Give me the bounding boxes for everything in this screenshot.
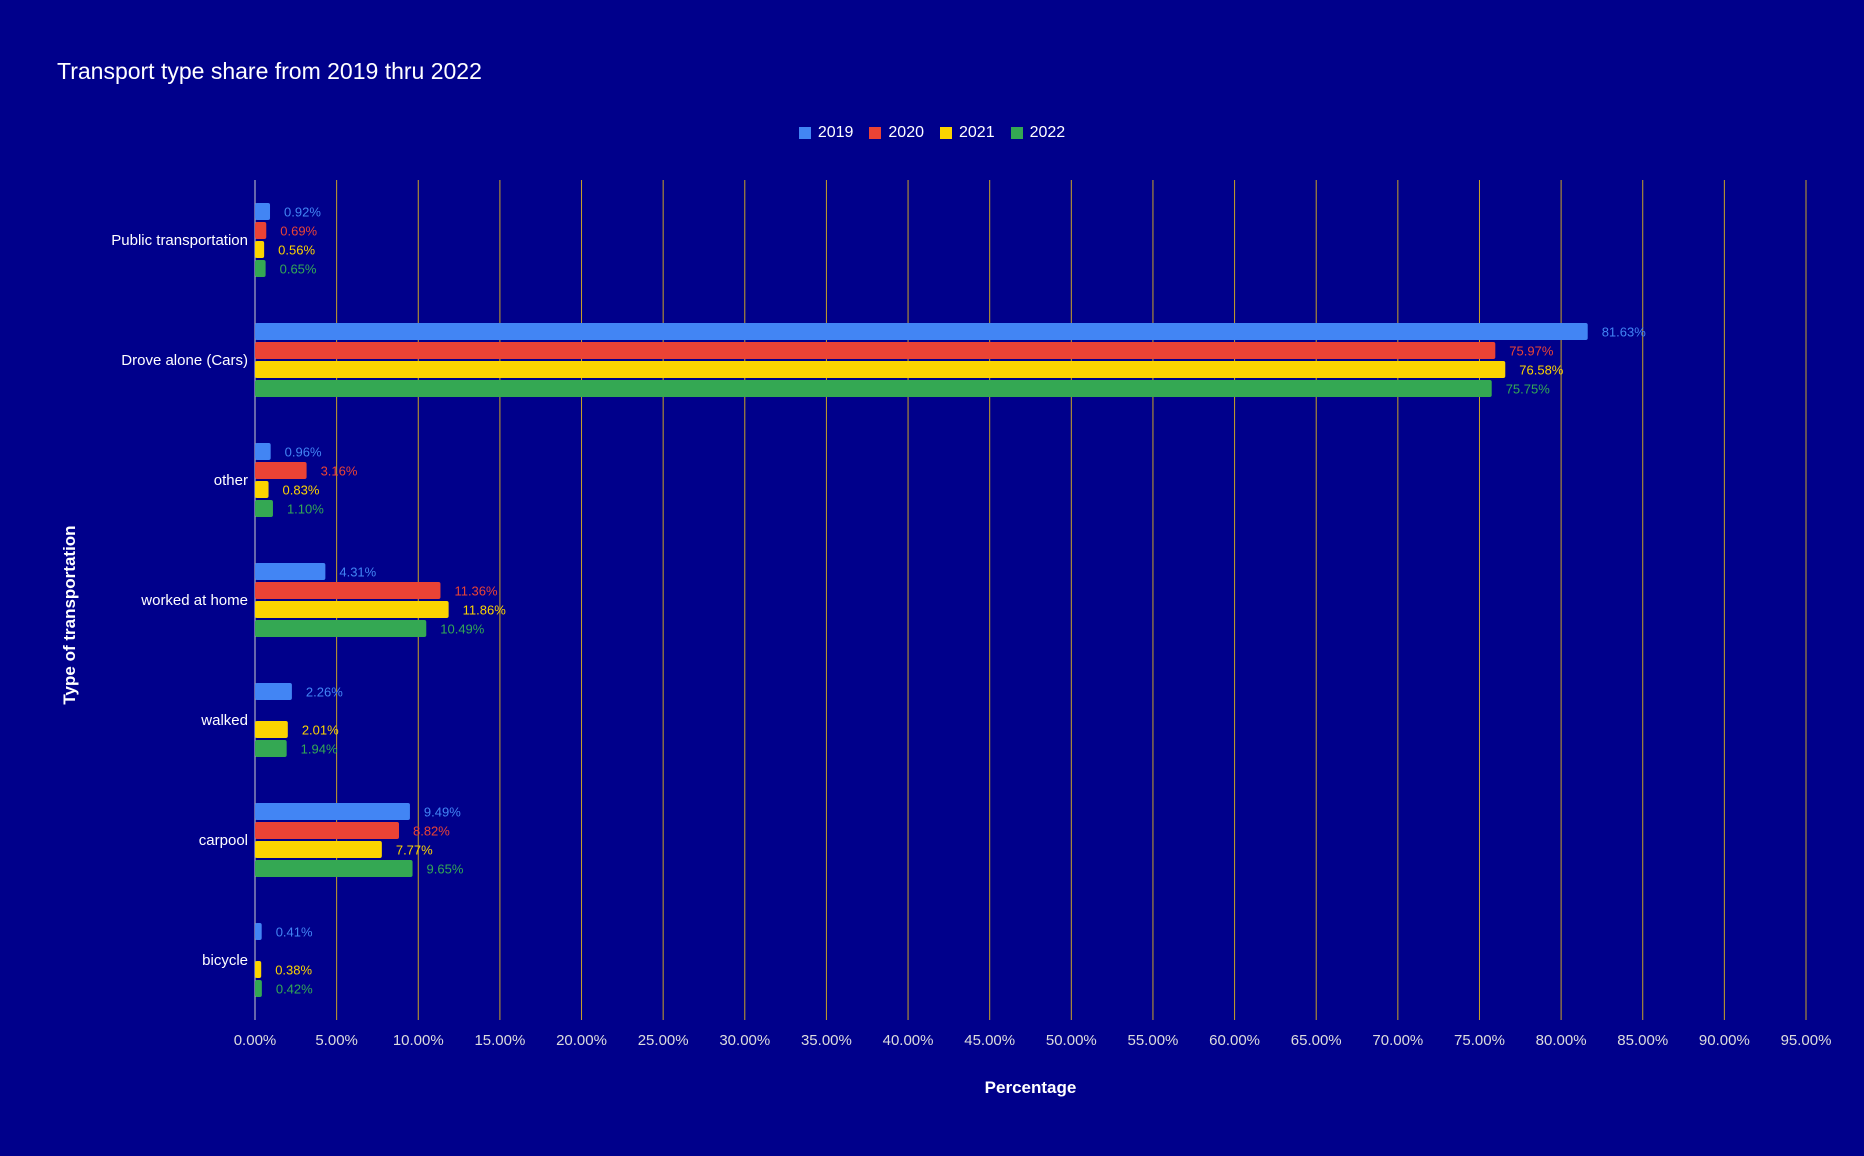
bar-2019 xyxy=(255,203,271,220)
x-tick-label: 35.00% xyxy=(801,1032,852,1049)
bar-2019 xyxy=(255,803,410,820)
data-label-2021: 7.77% xyxy=(396,843,433,858)
x-tick-label: 40.00% xyxy=(883,1032,934,1049)
data-label-2022: 0.42% xyxy=(276,982,313,997)
x-tick-label: 75.00% xyxy=(1454,1032,1505,1049)
bar-2022 xyxy=(255,740,287,757)
bar-2019 xyxy=(255,563,326,580)
data-label-2021: 0.83% xyxy=(283,483,320,498)
legend-item-2022: 2022 xyxy=(1010,124,1066,142)
legend-swatch xyxy=(1010,127,1023,139)
bar-2020 xyxy=(255,222,267,239)
data-label-2019: 0.96% xyxy=(285,445,322,460)
category-label: other xyxy=(214,472,248,489)
bar-2022 xyxy=(255,980,262,997)
legend-label: 2020 xyxy=(888,124,924,141)
x-axis-title: Percentage xyxy=(985,1078,1077,1097)
data-label-2021: 11.86% xyxy=(463,603,507,618)
x-tick-label: 95.00% xyxy=(1781,1032,1832,1049)
x-tick-label: 90.00% xyxy=(1699,1032,1750,1049)
chart-legend: 2019 2020 2021 2022 xyxy=(0,124,1864,142)
category-label: carpool xyxy=(199,832,248,849)
category-label: bicycle xyxy=(202,952,248,969)
data-label-2019: 81.63% xyxy=(1602,325,1647,340)
bar-2021 xyxy=(255,241,265,258)
bar-2020 xyxy=(255,822,399,839)
data-label-2022: 10.49% xyxy=(440,622,485,637)
x-tick-label: 70.00% xyxy=(1372,1032,1423,1049)
legend-label: 2021 xyxy=(959,124,995,141)
y-axis-title: Type of transportation xyxy=(60,525,79,704)
x-tick-label: 20.00% xyxy=(556,1032,607,1049)
category-label: worked at home xyxy=(140,592,248,609)
chart-title: Transport type share from 2019 thru 2022 xyxy=(57,58,482,84)
bar-2020 xyxy=(255,462,307,479)
bar-2022 xyxy=(255,620,427,637)
x-tick-label: 30.00% xyxy=(719,1032,770,1049)
x-tick-label: 65.00% xyxy=(1291,1032,1342,1049)
bar-2021 xyxy=(255,961,262,978)
data-label-2019: 0.92% xyxy=(284,205,321,220)
x-tick-label: 0.00% xyxy=(234,1032,277,1049)
x-tick-label: 10.00% xyxy=(393,1032,444,1049)
bar-2021 xyxy=(255,481,269,498)
data-label-2022: 9.65% xyxy=(427,862,464,877)
bar-2021 xyxy=(255,721,288,738)
legend-swatch xyxy=(940,127,952,139)
bar-2022 xyxy=(255,260,266,277)
legend-item-2021: 2021 xyxy=(940,124,995,142)
data-label-2019: 4.31% xyxy=(339,565,376,580)
data-label-2020: 8.82% xyxy=(413,824,450,839)
legend-swatch xyxy=(869,127,882,139)
bar-2020 xyxy=(255,582,441,599)
bar-2021 xyxy=(255,841,382,858)
bar-2022 xyxy=(255,860,413,877)
data-label-2022: 0.65% xyxy=(280,262,317,277)
x-tick-label: 60.00% xyxy=(1209,1032,1260,1049)
bar-2019 xyxy=(255,443,271,460)
bar-2019 xyxy=(255,323,1588,340)
bar-2022 xyxy=(255,380,1492,397)
x-tick-label: 25.00% xyxy=(638,1032,689,1049)
bar-2019 xyxy=(255,923,262,940)
data-label-2021: 0.56% xyxy=(278,243,315,258)
bar-2020 xyxy=(255,342,1496,359)
data-label-2019: 0.41% xyxy=(276,925,313,940)
data-label-2020: 3.16% xyxy=(321,464,358,479)
data-label-2022: 1.10% xyxy=(287,502,324,517)
data-label-2020: 75.97% xyxy=(1509,344,1554,359)
bar-2021 xyxy=(255,361,1506,378)
data-label-2021: 76.58% xyxy=(1519,363,1564,378)
data-label-2019: 9.49% xyxy=(424,805,461,820)
legend-label: 2019 xyxy=(817,124,854,141)
x-tick-label: 55.00% xyxy=(1128,1032,1179,1049)
x-tick-label: 15.00% xyxy=(474,1032,525,1049)
category-label: Drove alone (Cars) xyxy=(121,352,248,369)
x-tick-label: 80.00% xyxy=(1536,1032,1587,1049)
bar-2022 xyxy=(255,500,273,517)
x-tick-label: 5.00% xyxy=(315,1032,358,1049)
data-label-2022: 75.75% xyxy=(1506,382,1551,397)
data-label-2020: 0.69% xyxy=(280,224,317,239)
x-tick-label: 50.00% xyxy=(1046,1032,1097,1049)
data-label-2021: 0.38% xyxy=(275,963,312,978)
bar-2021 xyxy=(255,601,449,618)
legend-swatch xyxy=(798,127,811,139)
category-label: walked xyxy=(200,712,248,729)
legend-item-2020: 2020 xyxy=(869,124,924,142)
data-label-2021: 2.01% xyxy=(302,723,339,738)
data-label-2020: 11.36% xyxy=(454,584,498,599)
legend-label: 2022 xyxy=(1029,124,1066,141)
data-label-2022: 1.94% xyxy=(301,742,338,757)
x-tick-label: 85.00% xyxy=(1617,1032,1668,1049)
bar-2019 xyxy=(255,683,292,700)
legend-item-2019: 2019 xyxy=(798,124,854,142)
x-tick-label: 45.00% xyxy=(964,1032,1015,1049)
data-label-2019: 2.26% xyxy=(306,685,343,700)
category-label: Public transportation xyxy=(111,232,248,249)
